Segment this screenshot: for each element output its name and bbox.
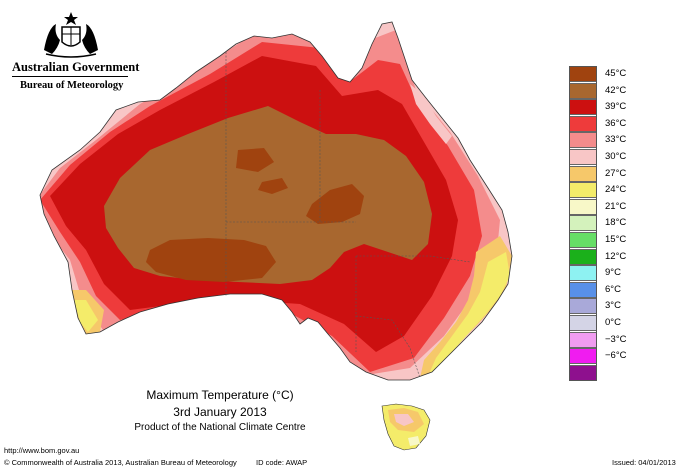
legend-label: 6°C [605,283,621,295]
legend-label: 33°C [605,134,627,146]
legend-label: 12°C [605,250,627,262]
footer-id-code: ID code: AWAP [256,458,308,467]
legend-label: −3°C [605,333,627,345]
footer-url-link[interactable]: http://www.bom.gov.au [4,446,80,455]
legend-label: 18°C [605,217,627,229]
coat-of-arms-icon [44,12,98,58]
government-title: Australian Government [12,60,140,74]
header-divider [12,76,128,77]
legend-label: 36°C [605,117,627,129]
bureau-title: Bureau of Meteorology [20,80,124,91]
legend-label: 3°C [605,300,621,312]
legend-label: 27°C [605,167,627,179]
legend-label: 39°C [605,101,627,113]
legend-label: 42°C [605,84,627,96]
legend-label: 15°C [605,234,627,245]
legend-label: 24°C [605,184,627,196]
footer-issued-date: Issued: 04/01/2013 [612,458,676,467]
footer-copyright: © Commonwealth of Australia 2013, Austra… [4,458,237,467]
legend-label: 9°C [605,267,621,279]
legend-label: 0°C [605,317,621,328]
map-date: 3rd January 2013 [173,405,267,419]
legend-label: 30°C [605,151,627,162]
map-title: Maximum Temperature (°C) [146,388,294,402]
legend-frame [569,66,597,381]
legend-label: 45°C [605,68,627,79]
map-product: Product of the National Climate Centre [134,422,306,433]
legend-label: −6°C [605,350,627,362]
legend-label: 21°C [605,200,627,212]
